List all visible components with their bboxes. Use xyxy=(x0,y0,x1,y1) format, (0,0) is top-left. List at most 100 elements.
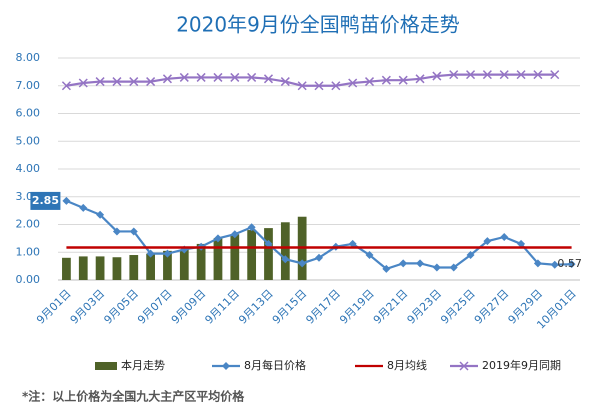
y-tick-label: 6.00 xyxy=(16,107,41,120)
marker xyxy=(415,74,425,84)
marker xyxy=(196,72,206,82)
bar xyxy=(196,243,206,280)
marker xyxy=(230,230,239,239)
marker xyxy=(146,249,155,258)
x-tick-label: 9月11日 xyxy=(202,287,242,327)
marker xyxy=(348,78,358,88)
x-tick-label: 9月17日 xyxy=(303,287,343,327)
bar xyxy=(230,234,240,280)
x-tick-label: 9月23日 xyxy=(405,287,445,327)
legend-label: 8月均线 xyxy=(387,358,427,372)
marker xyxy=(95,77,105,87)
bar xyxy=(264,228,273,280)
x-tick-label: 9月27日 xyxy=(472,287,512,327)
data-label: 0.57 xyxy=(557,257,582,270)
marker xyxy=(247,72,257,82)
marker xyxy=(62,196,71,205)
data-label-box xyxy=(30,191,61,210)
marker xyxy=(96,210,105,219)
marker xyxy=(365,251,374,260)
marker xyxy=(162,74,172,84)
marker xyxy=(483,237,492,246)
y-tick-label: 5.00 xyxy=(16,134,41,147)
marker xyxy=(280,77,290,87)
marker xyxy=(297,81,307,91)
marker xyxy=(79,203,88,212)
legend-swatch xyxy=(95,362,117,370)
marker xyxy=(129,77,139,87)
marker xyxy=(263,74,274,84)
marker xyxy=(230,72,240,82)
data-label: 2.85 xyxy=(32,194,59,207)
marker xyxy=(364,77,375,87)
bar xyxy=(179,249,189,280)
marker xyxy=(247,223,256,232)
x-tick-label: 9月09日 xyxy=(169,287,209,327)
legend-label: 8月每日价格 xyxy=(244,358,306,372)
marker xyxy=(112,227,121,236)
footnote: *注：以上价格为全国九大主产区平均价格 xyxy=(22,389,245,404)
marker xyxy=(500,232,509,241)
marker xyxy=(381,75,391,85)
x-tick-label: 9月25日 xyxy=(438,287,478,327)
bar xyxy=(247,230,257,280)
legend-label: 2019年9月同期 xyxy=(482,358,561,372)
marker xyxy=(432,71,442,81)
bar xyxy=(146,253,155,280)
legend-label: 本月走势 xyxy=(121,358,165,372)
marker xyxy=(163,249,172,258)
marker xyxy=(516,70,526,80)
marker xyxy=(459,361,469,371)
bar xyxy=(62,257,71,280)
marker xyxy=(331,81,341,91)
line xyxy=(66,73,555,87)
marker xyxy=(482,70,492,80)
marker xyxy=(314,81,324,91)
x-tick-label: 9月19日 xyxy=(337,287,377,327)
chart-title: 2020年9月份全国鸭苗价格走势 xyxy=(176,13,460,37)
bar xyxy=(112,257,122,280)
x-tick-label: 9月15日 xyxy=(270,287,310,327)
marker xyxy=(432,263,441,272)
x-tick-label: 9月03日 xyxy=(68,287,108,327)
x-tick-label: 9月21日 xyxy=(371,287,411,327)
y-tick-label: 0.00 xyxy=(16,273,41,286)
marker xyxy=(466,251,475,260)
x-tick-label: 9月05日 xyxy=(101,287,141,327)
y-tick-label: 4.00 xyxy=(16,162,41,175)
marker xyxy=(398,75,408,85)
marker xyxy=(517,239,526,248)
bar xyxy=(213,238,223,280)
marker xyxy=(315,253,323,262)
x-tick-label: 9月07日 xyxy=(135,287,175,327)
y-tick-label: 2.00 xyxy=(16,218,41,231)
marker xyxy=(146,77,156,87)
marker xyxy=(550,260,559,269)
bar xyxy=(280,222,290,280)
marker xyxy=(533,259,542,268)
marker xyxy=(281,255,290,264)
marker xyxy=(298,259,307,268)
marker xyxy=(382,264,391,273)
marker xyxy=(550,70,560,80)
x-tick-label: 9月13日 xyxy=(236,287,276,327)
marker xyxy=(449,70,459,80)
marker xyxy=(129,227,138,236)
marker xyxy=(348,239,357,248)
x-tick-label: 9月01日 xyxy=(34,287,74,327)
marker xyxy=(533,70,543,80)
y-tick-label: 1.00 xyxy=(16,245,41,258)
marker xyxy=(399,259,408,268)
marker xyxy=(264,239,273,248)
bar xyxy=(95,256,105,280)
marker xyxy=(416,259,425,268)
bar xyxy=(129,255,139,280)
y-tick-label: 8.00 xyxy=(16,51,41,64)
marker xyxy=(466,70,476,80)
marker xyxy=(179,72,189,82)
marker xyxy=(567,260,576,269)
marker xyxy=(213,234,222,243)
marker xyxy=(61,81,71,91)
marker xyxy=(222,362,230,370)
marker xyxy=(499,70,509,80)
